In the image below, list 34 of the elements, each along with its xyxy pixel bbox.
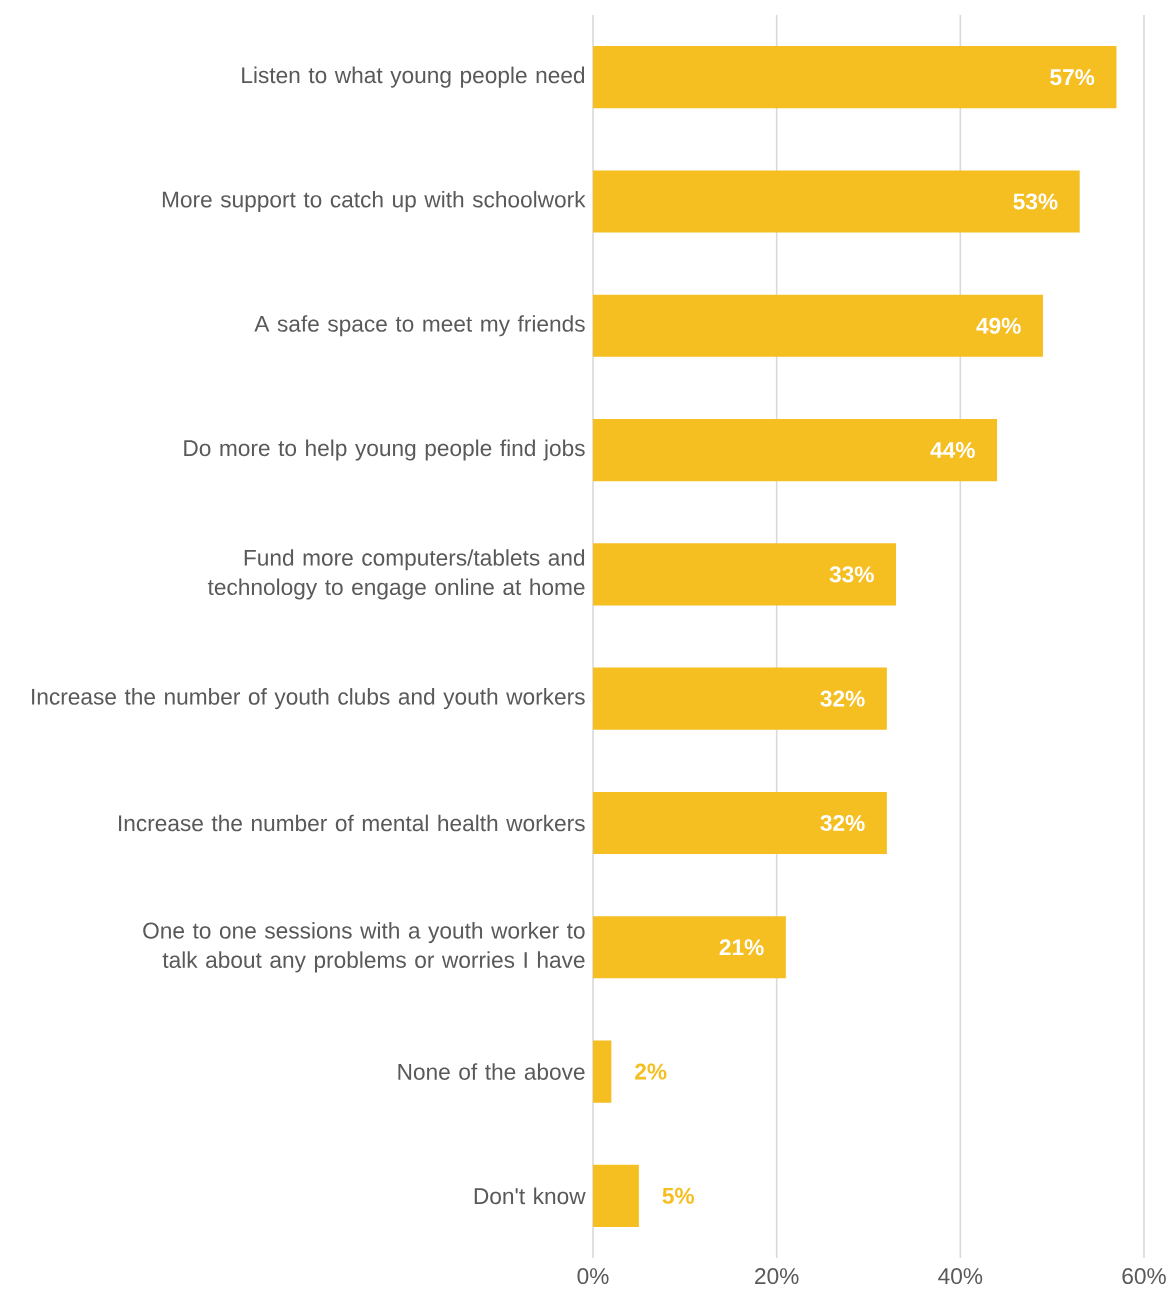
- data-label: 5%: [662, 1187, 694, 1204]
- data-label: 2%: [635, 1063, 667, 1080]
- x-tick-label: 40%: [938, 1268, 983, 1285]
- bar: [592, 1164, 639, 1227]
- data-label: 44%: [930, 442, 975, 459]
- y-tick-label: Fund more computers/tablets and technology to engage online at home: [207, 549, 585, 600]
- y-tick-label: More support to catch up with schoolwork: [162, 190, 586, 213]
- bar: [592, 294, 1043, 357]
- data-label: 32%: [820, 690, 865, 707]
- y-tick-label: None of the above: [398, 1063, 585, 1080]
- data-label: 33%: [829, 566, 874, 583]
- y-tick-label: A safe space to meet my friends: [254, 315, 585, 337]
- bar: [592, 418, 998, 482]
- bar: [592, 916, 786, 979]
- bar: [592, 170, 1080, 233]
- y-tick-label: Don't know: [474, 1187, 586, 1205]
- bar: [592, 543, 897, 606]
- bar: [592, 46, 1117, 109]
- data-label: 49%: [976, 317, 1021, 334]
- data-label: 57%: [1050, 69, 1095, 86]
- data-label: 32%: [820, 814, 865, 831]
- data-label: 53%: [1013, 193, 1058, 210]
- bar: [592, 667, 887, 730]
- y-tick-label: Do more to help young people find jobs: [184, 439, 585, 461]
- y-tick-label: One to one sessions with a youth worker to talk about any problems or worries I have: [143, 922, 585, 973]
- y-tick-label: Increase the number of mental health workers: [119, 814, 585, 832]
- y-tick-label: Increase the number of youth clubs and youth workers: [32, 688, 585, 710]
- bar: [592, 1040, 612, 1103]
- y-tick-label: Listen to what young people need: [242, 66, 585, 88]
- x-tick-label: 20%: [755, 1268, 799, 1285]
- x-tick-label: 0%: [577, 1268, 609, 1285]
- bar: [592, 791, 887, 855]
- data-label: 21%: [719, 939, 764, 956]
- x-tick-label: 60%: [1122, 1268, 1166, 1285]
